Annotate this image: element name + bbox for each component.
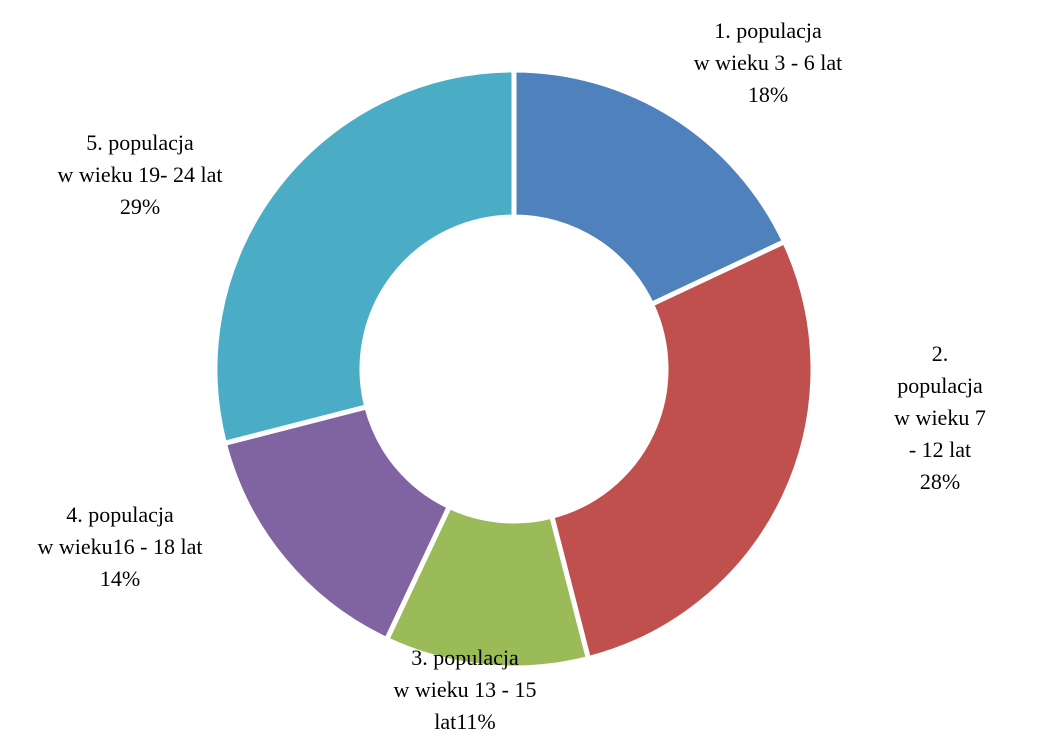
donut-segment xyxy=(548,238,816,662)
category-label: 1. populacja w wieku 3 - 6 lat xyxy=(693,18,843,75)
value-label: 29% xyxy=(119,194,161,219)
data-label: 5. populacja w wieku 19- 24 lat 29% xyxy=(58,127,223,223)
category-label: 3. populacja w wieku 13 - 15 lat xyxy=(393,645,537,734)
value-label: 18% xyxy=(747,82,789,107)
data-label: 1. populacja w wieku 3 - 6 lat 18% xyxy=(694,15,842,111)
category-label: 2. populacja w wieku 7 - 12 lat xyxy=(894,341,986,462)
donut-segment xyxy=(511,67,788,308)
value-label: 11% xyxy=(456,709,496,734)
data-label: 3. populacja w wieku 13 - 15 lat11% xyxy=(394,642,537,737)
donut-segment xyxy=(212,67,517,447)
category-label: 4. populacja w wieku16 - 18 lat xyxy=(37,502,203,559)
value-label: 14% xyxy=(99,566,141,591)
value-label: 28% xyxy=(919,469,961,494)
category-label: 5. populacja w wieku 19- 24 lat xyxy=(57,130,223,187)
donut-segment xyxy=(221,403,453,643)
data-label: 2. populacja w wieku 7 - 12 lat 28% xyxy=(889,338,992,498)
data-label: 4. populacja w wieku16 - 18 lat 14% xyxy=(38,499,203,595)
